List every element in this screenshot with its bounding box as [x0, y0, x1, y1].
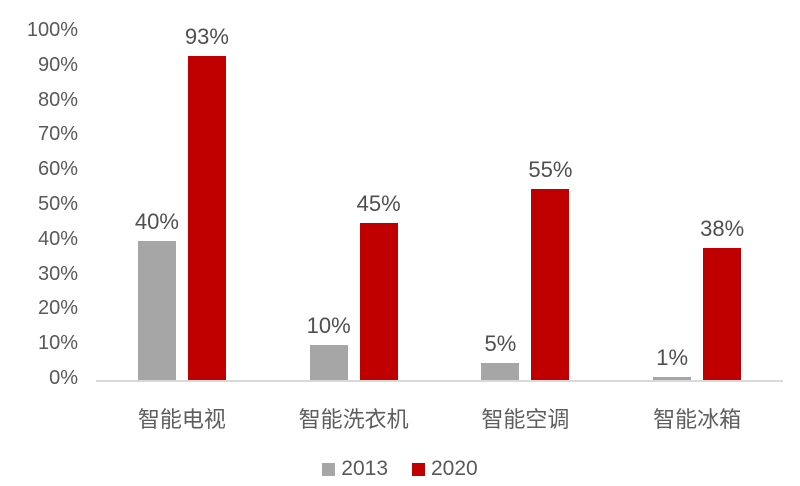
bar-2020 [359, 223, 398, 380]
y-axis-tick-label: 100% [26, 19, 78, 41]
bar-2013 [481, 362, 520, 380]
bar-2013 [137, 240, 176, 380]
y-axis-tick-label: 0% [49, 367, 78, 389]
legend-item: 2020 [412, 456, 478, 482]
category-label: 智能洗衣机 [298, 407, 409, 432]
bar-value-label: 40% [134, 208, 179, 234]
legend-color-swatch [322, 462, 336, 476]
y-axis-tick-label: 60% [37, 158, 78, 181]
bar-value-label: 55% [528, 156, 573, 182]
bar-value-label: 10% [306, 313, 351, 339]
y-axis: 0% 10% 20% 30% 40% 50% 60% 70% 80% 90% 100% [0, 0, 80, 400]
legend-color-swatch [412, 462, 425, 476]
bar-value-label: 93% [184, 24, 229, 50]
legend: 2013 2020 [0, 456, 800, 482]
legend-item: 2013 [322, 456, 388, 482]
bar-2013 [309, 345, 348, 380]
bar-2013 [653, 376, 692, 380]
category-label: 智能冰箱 [653, 407, 742, 432]
bar-2020 [187, 56, 226, 380]
y-axis-tick-label: 80% [37, 88, 78, 111]
bar-2020 [531, 188, 570, 380]
y-axis-tick-label: 40% [37, 227, 78, 250]
category-label: 智能空调 [481, 407, 570, 432]
y-axis-tick-label: 20% [37, 297, 78, 320]
y-axis-tick-label: 90% [37, 53, 78, 76]
x-axis-line [96, 380, 783, 382]
y-axis-tick-label: 70% [37, 123, 78, 146]
bar-value-label: 38% [700, 215, 745, 241]
category-label: 智能电视 [137, 407, 226, 432]
bar-2020 [703, 247, 742, 380]
y-axis-tick-label: 10% [37, 332, 78, 355]
legend-label: 2020 [431, 457, 478, 480]
y-axis-tick-label: 50% [37, 193, 78, 215]
bar-value-label: 5% [484, 330, 517, 356]
legend-label: 2013 [341, 457, 388, 480]
bar-value-label: 45% [356, 191, 401, 217]
y-axis-tick-label: 30% [37, 262, 78, 285]
bar-value-label: 1% [656, 344, 689, 370]
